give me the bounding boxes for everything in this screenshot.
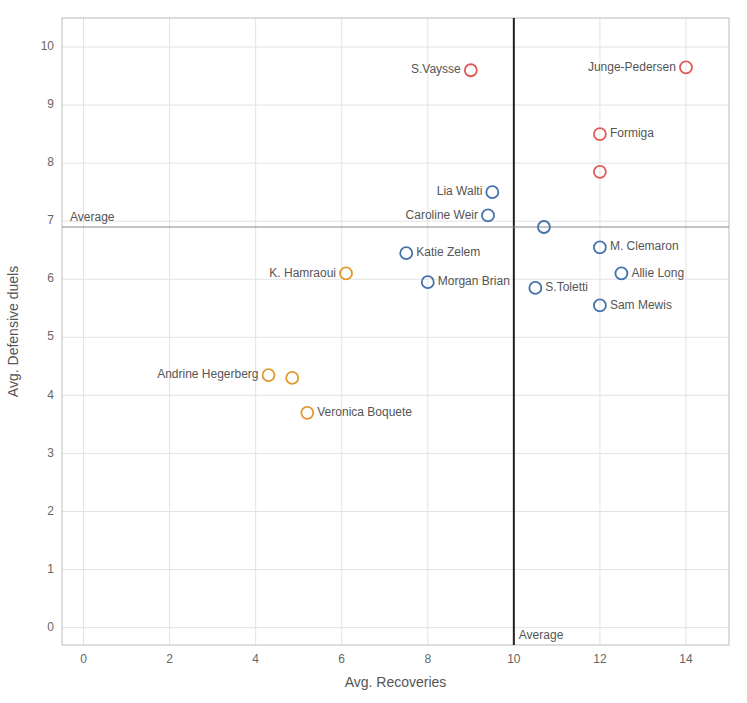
y-tick-label: 3 bbox=[47, 446, 54, 460]
grid-line-x bbox=[341, 18, 342, 645]
grid-line-y bbox=[62, 395, 729, 396]
y-tick-label: 4 bbox=[47, 388, 54, 402]
grid-line-y bbox=[62, 627, 729, 628]
point bbox=[594, 128, 606, 140]
y-tick-label: 0 bbox=[47, 620, 54, 634]
grid-line-x bbox=[169, 18, 170, 645]
grid-line-y bbox=[62, 569, 729, 570]
reference-line-y bbox=[62, 227, 729, 228]
y-tick-label: 8 bbox=[47, 155, 54, 169]
plot-area bbox=[62, 18, 729, 645]
reference-line-label: Average bbox=[519, 628, 564, 642]
x-tick-label: 12 bbox=[593, 652, 607, 666]
y-tick-label: 9 bbox=[47, 97, 54, 111]
point-label: Andrine Hegerberg bbox=[157, 367, 258, 381]
point-label: Caroline Weir bbox=[406, 208, 478, 222]
y-tick-label: 1 bbox=[47, 562, 54, 576]
y-tick-label: 2 bbox=[47, 504, 54, 518]
x-tick-label: 14 bbox=[679, 652, 693, 666]
y-axis-title: Avg. Defensive duels bbox=[5, 266, 21, 397]
grid-line-y bbox=[62, 163, 729, 164]
reference-line-label: Average bbox=[70, 210, 115, 224]
point bbox=[680, 61, 692, 73]
labels: Average Average S.Vaysse Junge-Pedersen Form… bbox=[70, 60, 684, 642]
point-label: Sam Mewis bbox=[610, 298, 672, 312]
point bbox=[482, 209, 494, 221]
point-label: M. Clemaron bbox=[610, 239, 679, 253]
point bbox=[465, 64, 477, 76]
grid-line-x bbox=[255, 18, 256, 645]
point bbox=[422, 276, 434, 288]
point bbox=[615, 267, 627, 279]
point-label: Formiga bbox=[610, 126, 654, 140]
plot-frame bbox=[62, 18, 729, 645]
point-label: Lia Walti bbox=[437, 184, 483, 198]
x-tick-label: 0 bbox=[80, 652, 87, 666]
x-tick-label: 2 bbox=[166, 652, 173, 666]
y-tick-label: 10 bbox=[41, 39, 55, 53]
point bbox=[529, 282, 541, 294]
point-label: Allie Long bbox=[631, 266, 684, 280]
point-label: S.Vaysse bbox=[411, 62, 461, 76]
grid-line-y bbox=[62, 105, 729, 106]
x-tick-label: 4 bbox=[252, 652, 259, 666]
point-label: Junge-Pedersen bbox=[588, 60, 676, 74]
point-label: Morgan Brian bbox=[438, 274, 510, 288]
point bbox=[340, 267, 352, 279]
grid-line-y bbox=[62, 47, 729, 48]
grid-line-x bbox=[685, 18, 686, 645]
grid-line-y bbox=[62, 221, 729, 222]
point bbox=[594, 241, 606, 253]
point bbox=[538, 221, 550, 233]
point-label: Veronica Boquete bbox=[317, 405, 412, 419]
grid bbox=[62, 18, 729, 645]
grid-line-y bbox=[62, 453, 729, 454]
x-tick-label: 8 bbox=[424, 652, 431, 666]
point bbox=[301, 407, 313, 419]
grid-line-x bbox=[599, 18, 600, 645]
point-label: K. Hamraoui bbox=[269, 266, 336, 280]
y-tick-label: 7 bbox=[47, 213, 54, 227]
point bbox=[594, 166, 606, 178]
x-tick-label: 6 bbox=[338, 652, 345, 666]
x-tick-label: 10 bbox=[507, 652, 521, 666]
grid-line-x bbox=[513, 18, 514, 645]
point-label: Katie Zelem bbox=[416, 245, 480, 259]
point bbox=[400, 247, 412, 259]
y-tick-label: 6 bbox=[47, 271, 54, 285]
grid-line-y bbox=[62, 337, 729, 338]
grid-line-x bbox=[427, 18, 428, 645]
point bbox=[263, 369, 275, 381]
point bbox=[486, 186, 498, 198]
tick-labels: 02468101214012345678910 bbox=[41, 39, 693, 666]
y-tick-label: 5 bbox=[47, 329, 54, 343]
x-axis-title: Avg. Recoveries bbox=[345, 674, 447, 690]
reference-line-x bbox=[513, 18, 515, 645]
point bbox=[286, 372, 298, 384]
grid-line-y bbox=[62, 511, 729, 512]
point bbox=[594, 299, 606, 311]
chart: 02468101214012345678910Avg. RecoveriesAv… bbox=[0, 0, 747, 703]
point-label: S.Toletti bbox=[545, 280, 588, 294]
grid-line-x bbox=[83, 18, 84, 645]
grid-line-y bbox=[62, 279, 729, 280]
